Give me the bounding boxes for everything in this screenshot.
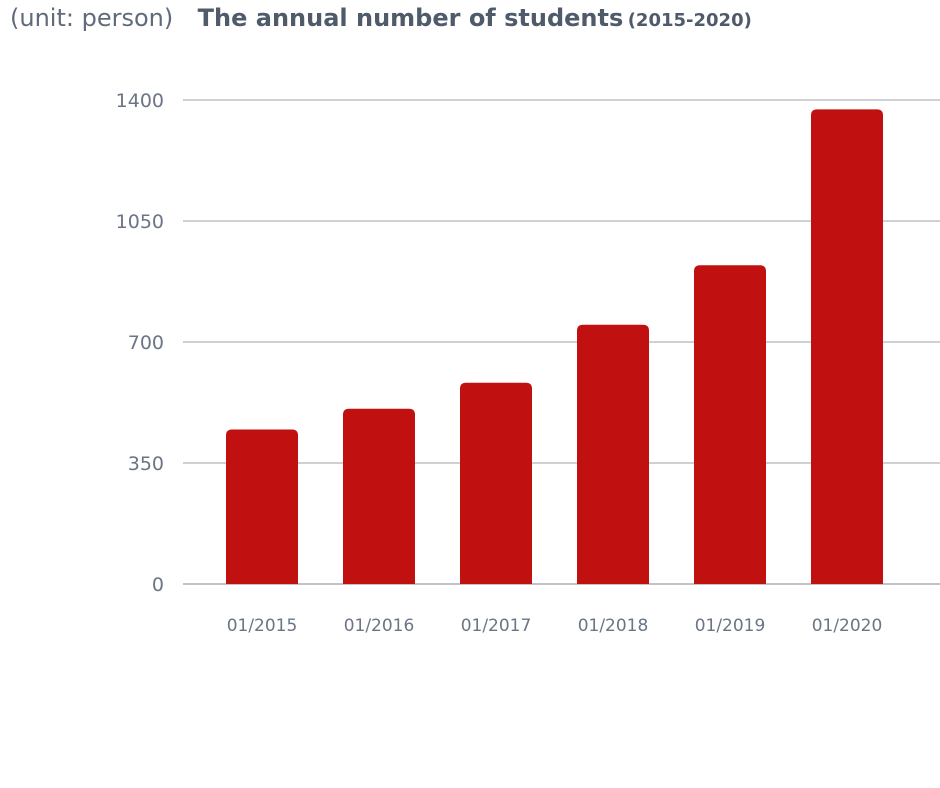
y-tick-label: 0 [152,574,164,596]
bar-01-2019 [694,265,766,584]
y-tick-label: 1400 [116,90,164,112]
y-tick-label: 350 [128,453,164,475]
x-tick-label: 01/2020 [812,616,883,636]
y-tick-label: 700 [128,332,164,354]
x-tick-label: 01/2015 [227,616,298,636]
chart-subtitle: (2015-2020) [627,10,752,31]
unit-label: (unit: person) [10,4,174,32]
x-tick-label: 01/2018 [578,616,649,636]
bars-layer [226,109,883,584]
chart-title: The annual number of students [197,4,624,32]
chart-header: (unit: person) The annual number of stud… [10,4,930,44]
bar-01-2015 [226,429,298,584]
bar-01-2017 [460,382,532,584]
bar-01-2020 [811,109,883,584]
x-tick-label: 01/2016 [344,616,415,636]
labels-layer: 0 350 700 1050 1400 01/2015 01/2016 01/2017 01/2… [116,90,883,636]
x-tick-label: 01/2017 [461,616,532,636]
bar-01-2016 [343,408,415,584]
bar-01-2018 [577,324,649,584]
y-tick-label: 1050 [116,211,164,233]
x-tick-label: 01/2019 [695,616,766,636]
